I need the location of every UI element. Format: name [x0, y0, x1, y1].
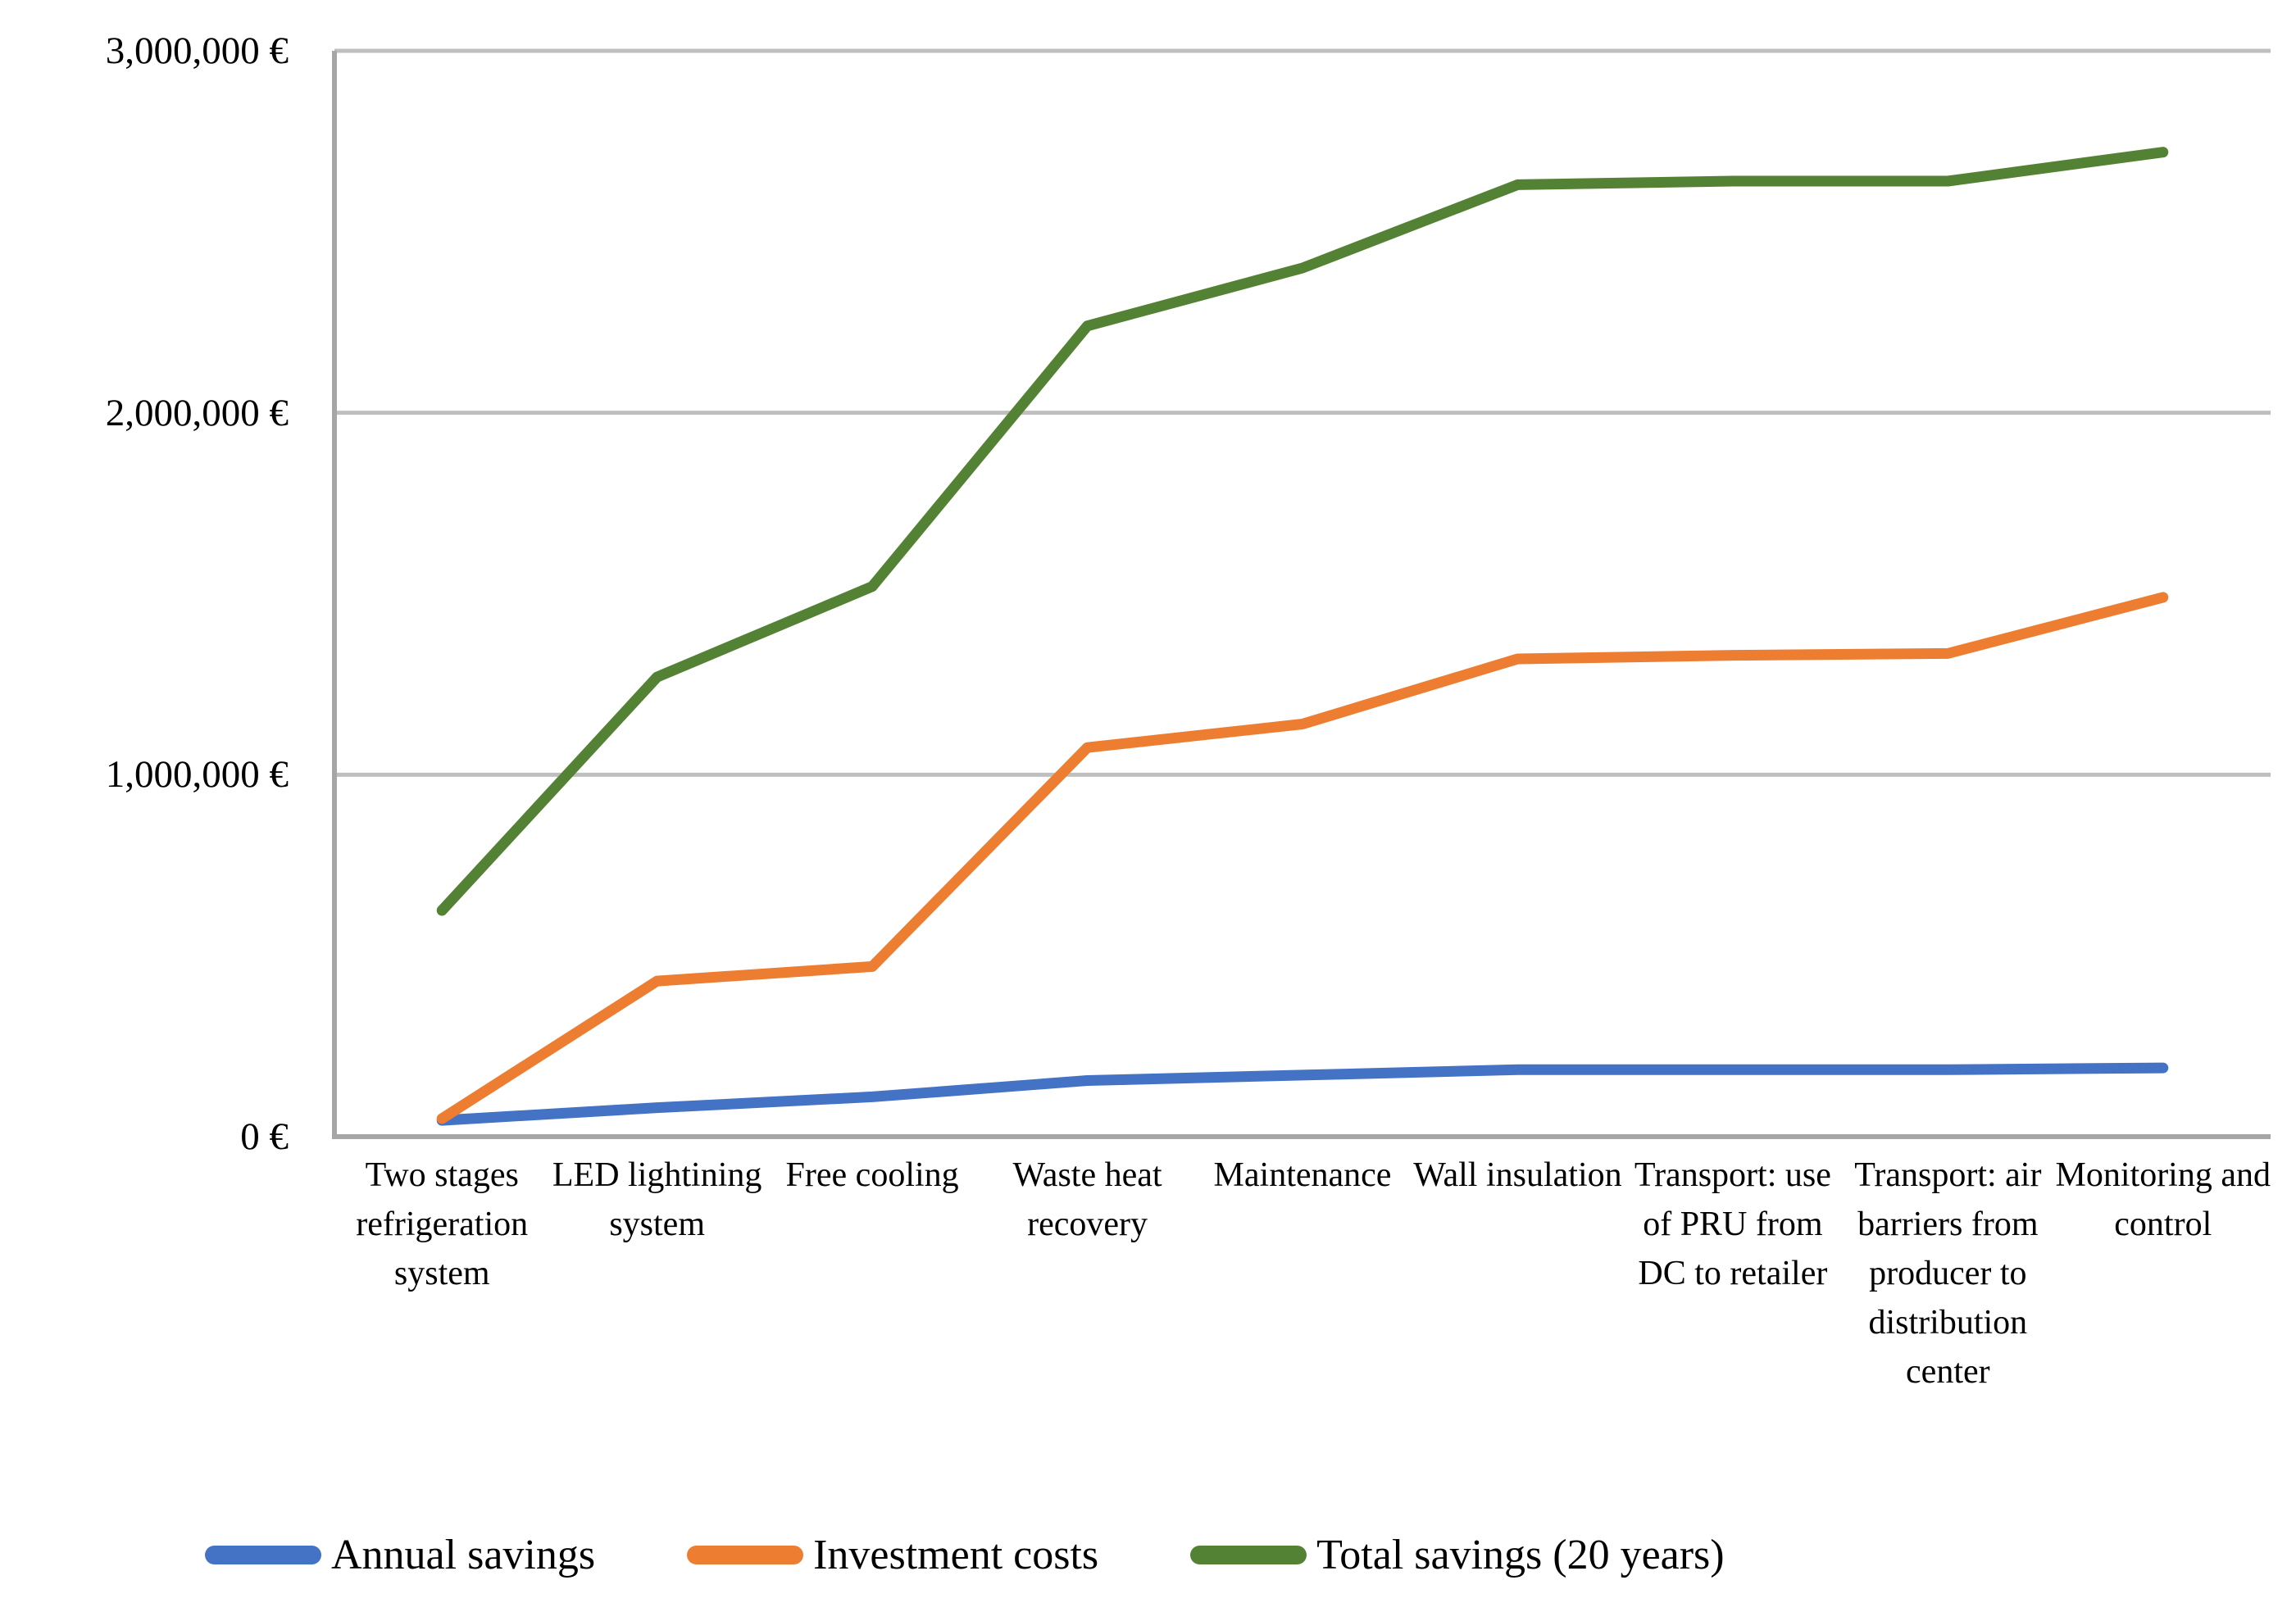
series-line-investment-costs: [436, 592, 2169, 1124]
legend-label: Investment costs: [813, 1532, 1099, 1578]
x-axis-category-label: Transport: air barriers from producer to…: [1854, 1156, 2042, 1392]
x-axis-category-label: Maintenance: [1213, 1156, 1392, 1194]
legend-item: Total savings (20 years): [1190, 1531, 1725, 1579]
x-axis-category-label: Transport: use of PRU from DC to retaile…: [1634, 1156, 1831, 1293]
y-axis-tick-label: 3,000,000 €: [105, 30, 289, 72]
y-axis-tick-label: 2,000,000 €: [105, 391, 289, 434]
legend-label: Annual savings: [331, 1532, 596, 1578]
series-line-annual-savings: [436, 1062, 2169, 1126]
x-axis-category-label: Waste heat recovery: [1012, 1156, 1162, 1244]
legend-swatch-icon: [205, 1546, 321, 1564]
chart-legend: Annual savings Investment costs Total savi…: [205, 1531, 1725, 1579]
x-axis-category-label: Wall insulation: [1413, 1156, 1622, 1194]
x-axis-category-label: Free cooling: [785, 1156, 959, 1194]
y-axis-tick-label: 0 €: [240, 1115, 289, 1158]
x-axis-category-label: Two stages refrigeration system: [356, 1156, 529, 1293]
legend-swatch-icon: [687, 1546, 804, 1564]
x-axis-category-label: LED lightining system: [552, 1156, 762, 1244]
legend-item: Investment costs: [687, 1531, 1098, 1579]
legend-label: Total savings (20 years): [1316, 1532, 1725, 1578]
legend-item: Annual savings: [205, 1531, 595, 1579]
legend-swatch-icon: [1190, 1546, 1307, 1564]
y-axis-tick-label: 1,000,000 €: [105, 753, 289, 797]
x-axis-category-label: Monitoring and control: [2055, 1156, 2271, 1244]
series-line-total-savings-20-years: [436, 147, 2169, 916]
